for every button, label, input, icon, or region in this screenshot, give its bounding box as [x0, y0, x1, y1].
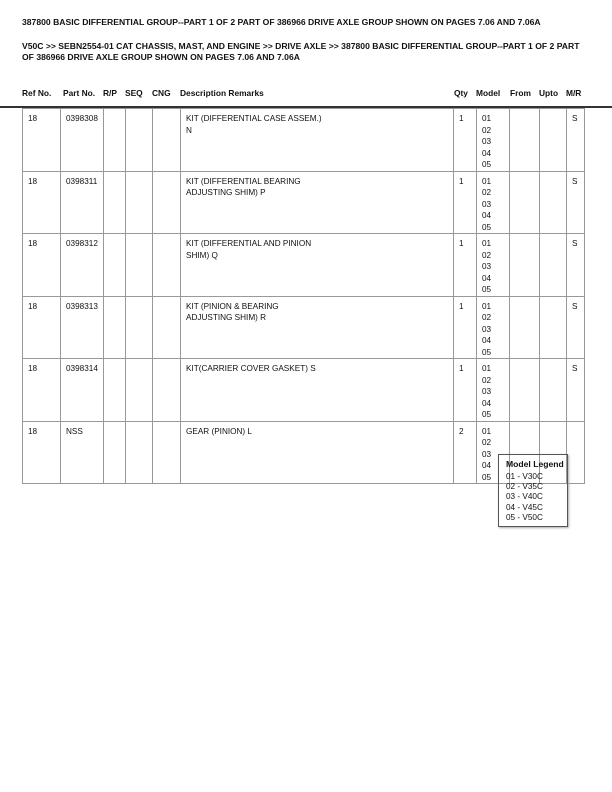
- cell-cng: [152, 420, 181, 484]
- cell-model: 01 02 03 04 05: [476, 170, 510, 234]
- cell-mr: S: [566, 295, 585, 359]
- column-header: Qty: [454, 88, 468, 98]
- cell-ref: 18: [22, 108, 61, 172]
- cell-part: 0398312: [60, 233, 104, 297]
- cell-rp: [103, 108, 126, 172]
- cell-part: NSS: [60, 420, 104, 484]
- cell-from: [509, 358, 540, 422]
- cell-desc: KIT (DIFFERENTIAL CASE ASSEM.) N: [180, 108, 454, 172]
- cell-qty: 1: [453, 233, 477, 297]
- cell-mr: S: [566, 170, 585, 234]
- column-header: R/P: [103, 88, 117, 98]
- table-row: 18 0398311 KIT (DIFFERENTIAL BEARING ADJUS…: [22, 170, 585, 234]
- table-row: 18 0398312 KIT (DIFFERENTIAL AND PINION SH…: [22, 233, 585, 297]
- cell-desc: KIT(CARRIER COVER GASKET) S: [180, 358, 454, 422]
- cell-part: 0398314: [60, 358, 104, 422]
- model-legend: Model Legend 01 - V30C 02 - V35C 03 - V40C…: [498, 454, 568, 527]
- cell-qty: 1: [453, 358, 477, 422]
- cell-desc: KIT (DIFFERENTIAL AND PINION SHIM) Q: [180, 233, 454, 297]
- cell-cng: [152, 108, 181, 172]
- parts-table: 18 0398308 KIT (DIFFERENTIAL CASE ASSEM.) …: [22, 108, 585, 484]
- cell-upto: [539, 358, 567, 422]
- cell-part: 0398308: [60, 108, 104, 172]
- cell-seq: [125, 420, 153, 484]
- column-header: Upto: [539, 88, 559, 98]
- cell-qty: 1: [453, 108, 477, 172]
- cell-desc: GEAR (PINION) L: [180, 420, 454, 484]
- cell-desc: KIT (PINION & BEARING ADJUSTING SHIM) R: [180, 295, 454, 359]
- cell-mr: S: [566, 358, 585, 422]
- column-header: SEQ: [125, 88, 143, 98]
- cell-seq: [125, 108, 153, 172]
- legend-item: 04 - V45C: [506, 502, 543, 512]
- cell-part: 0398311: [60, 170, 104, 234]
- cell-cng: [152, 295, 181, 359]
- cell-from: [509, 108, 540, 172]
- column-header: M/R: [566, 88, 582, 98]
- cell-rp: [103, 358, 126, 422]
- cell-rp: [103, 420, 126, 484]
- cell-seq: [125, 233, 153, 297]
- column-header: Ref No.: [22, 88, 52, 98]
- cell-rp: [103, 295, 126, 359]
- cell-model: 01 02 03 04 05: [476, 108, 510, 172]
- column-header: Description Remarks: [180, 88, 264, 98]
- cell-upto: [539, 233, 567, 297]
- table-row: 18 NSS GEAR (PINION) L 2 01 02 03 04 05: [22, 420, 585, 484]
- cell-upto: [539, 108, 567, 172]
- legend-item: 01 - V30C: [506, 472, 543, 481]
- cell-ref: 18: [22, 295, 61, 359]
- cell-ref: 18: [22, 358, 61, 422]
- cell-ref: 18: [22, 420, 61, 484]
- table-row: 18 0398313 KIT (PINION & BEARING ADJUSTING…: [22, 295, 585, 359]
- column-header: From: [510, 88, 531, 98]
- cell-model: 01 02 03 04 05: [476, 420, 510, 484]
- cell-from: [509, 295, 540, 359]
- cell-from: [509, 233, 540, 297]
- cell-rp: [103, 170, 126, 234]
- cell-cng: [152, 233, 181, 297]
- table-row: 18 0398308 KIT (DIFFERENTIAL CASE ASSEM.) …: [22, 108, 585, 172]
- cell-cng: [152, 170, 181, 234]
- cell-seq: [125, 170, 153, 234]
- cell-mr: S: [566, 108, 585, 172]
- cell-mr: S: [566, 233, 585, 297]
- header-divider: [0, 106, 612, 108]
- cell-cng: [152, 358, 181, 422]
- cell-upto: [539, 170, 567, 234]
- cell-mr: [566, 420, 585, 484]
- cell-qty: 1: [453, 295, 477, 359]
- cell-seq: [125, 295, 153, 359]
- cell-rp: [103, 233, 126, 297]
- cell-model: 01 02 03 04 05: [476, 295, 510, 359]
- cell-from: [509, 170, 540, 234]
- legend-title: Model Legend: [506, 459, 564, 469]
- cell-desc: KIT (DIFFERENTIAL BEARING ADJUSTING SHIM…: [180, 170, 454, 234]
- table-row: 18 0398314 KIT(CARRIER COVER GASKET) S 1 01 …: [22, 358, 585, 422]
- legend-item: 05 - V50C: [506, 512, 543, 522]
- column-header: Model: [476, 88, 501, 98]
- cell-qty: 2: [453, 420, 477, 484]
- page-title: 387800 BASIC DIFFERENTIAL GROUP--PART 1 …: [22, 17, 541, 27]
- cell-seq: [125, 358, 153, 422]
- cell-model: 01 02 03 04 05: [476, 233, 510, 297]
- cell-ref: 18: [22, 233, 61, 297]
- breadcrumb: V50C >> SEBN2554-01 CAT CHASSIS, MAST, A…: [22, 41, 580, 62]
- column-header: CNG: [152, 88, 171, 98]
- cell-ref: 18: [22, 170, 61, 234]
- cell-qty: 1: [453, 170, 477, 234]
- legend-item: 02 - V35C: [506, 482, 543, 492]
- cell-part: 0398313: [60, 295, 104, 359]
- column-header: Part No.: [63, 88, 96, 98]
- legend-item: 03 - V40C: [506, 492, 543, 502]
- cell-upto: [539, 295, 567, 359]
- cell-model: 01 02 03 04 05: [476, 358, 510, 422]
